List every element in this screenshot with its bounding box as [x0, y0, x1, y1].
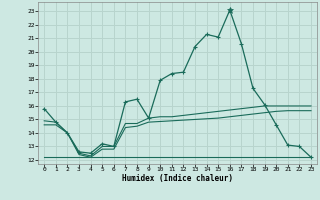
- X-axis label: Humidex (Indice chaleur): Humidex (Indice chaleur): [122, 174, 233, 183]
